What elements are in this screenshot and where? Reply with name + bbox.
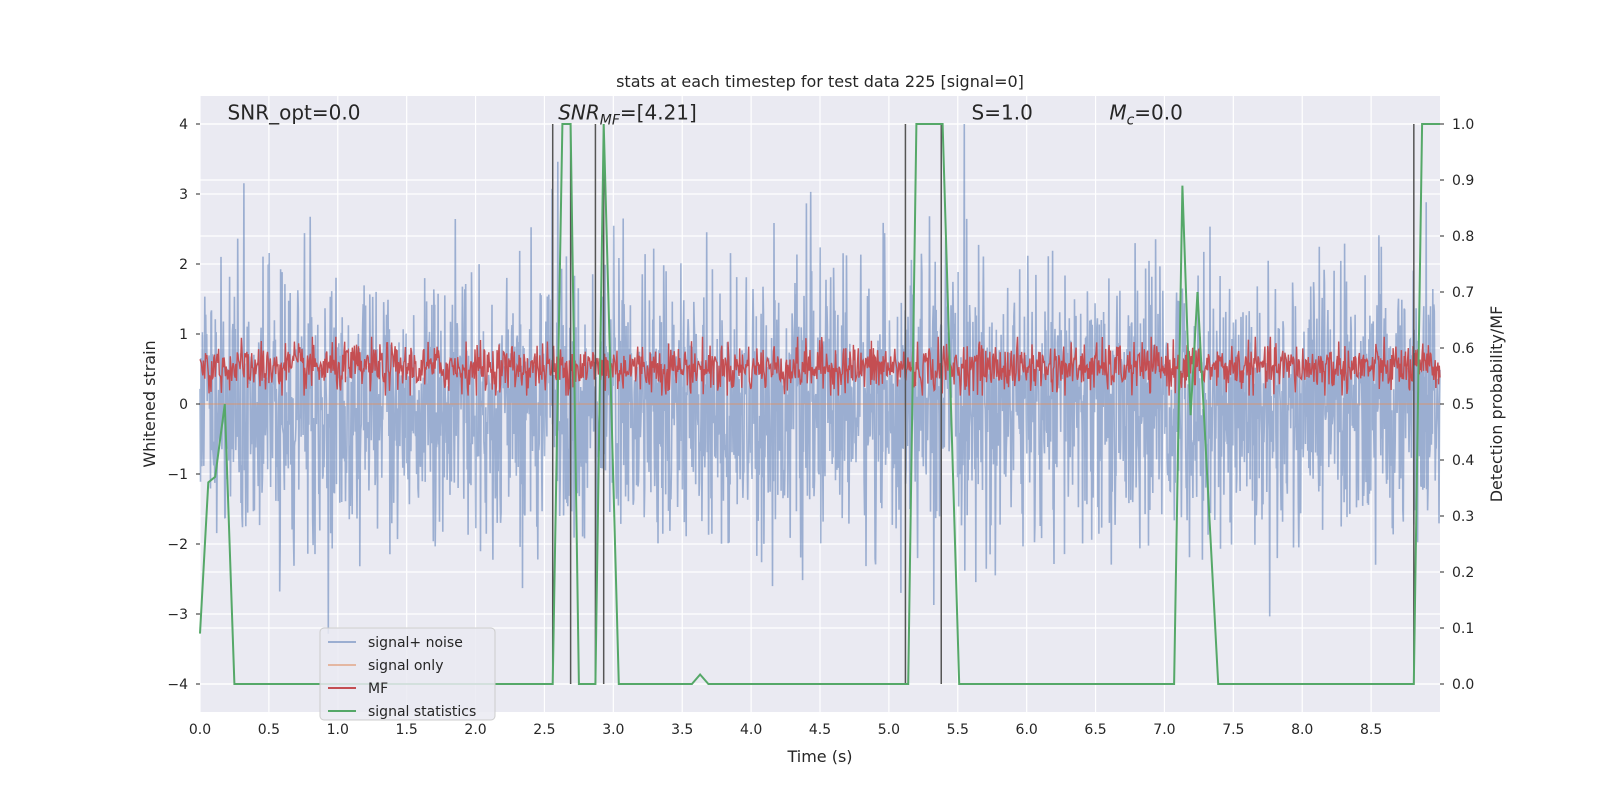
x-tick-label: 6.5 — [1084, 722, 1106, 738]
annotation-text: SNRMF=[4.21] — [558, 101, 697, 129]
x-tick-label: 8.0 — [1291, 722, 1313, 738]
chart-title: stats at each timestep for test data 225… — [616, 72, 1024, 91]
legend-label: signal statistics — [368, 704, 476, 720]
x-tick-label: 3.0 — [602, 722, 624, 738]
annotations: SNR_opt=0.0 SNRMF=[4.21] S=1.0 Mc=0.0 — [228, 101, 1183, 129]
legend-label: MF — [368, 681, 388, 697]
legend-box — [319, 627, 496, 721]
x-tick-label: 2.0 — [464, 722, 486, 738]
y-left-tick-label: 3 — [179, 187, 188, 203]
annotation-text: SNR_opt=0.0 — [228, 101, 361, 125]
x-tick-label: 7.0 — [1153, 722, 1175, 738]
y-right-tick-label: 0.9 — [1452, 173, 1474, 189]
y-right-tick-label: 0.6 — [1452, 341, 1474, 357]
y-left-tick-label: 2 — [179, 257, 188, 273]
y-right-tick-label: 0.5 — [1452, 397, 1474, 413]
y-left-tick-label: −2 — [167, 537, 188, 553]
x-tick-label: 3.5 — [671, 722, 693, 738]
mf-series — [199, 336, 1441, 396]
y-left-tick-label: −4 — [167, 677, 188, 693]
x-tick-label: 4.5 — [809, 722, 831, 738]
x-axis-label: Time (s) — [786, 747, 852, 766]
x-tick-label: 4.0 — [740, 722, 762, 738]
y-right-tick-label: 0.0 — [1452, 677, 1474, 693]
y-left-tick-label: 1 — [179, 327, 188, 343]
annotation-base: M — [1109, 101, 1126, 125]
x-tick-label: 2.5 — [533, 722, 555, 738]
y-left-tick-label: −1 — [167, 467, 188, 483]
y-axis-label-left: Whitened strain — [140, 340, 159, 467]
annotation-text: Mc=0.0 — [1109, 101, 1183, 129]
signal-noise-series — [199, 123, 1441, 634]
x-tick-label: 0.0 — [189, 722, 211, 738]
x-tick-label: 6.0 — [1016, 722, 1038, 738]
y-left-tick-label: 0 — [179, 397, 188, 413]
vertical-lines — [551, 124, 1415, 684]
legend-label: signal+ noise — [368, 635, 463, 651]
annotation-value: =[4.21] — [620, 101, 697, 125]
annotation-value: =0.0 — [1134, 101, 1183, 125]
signal-noise-line — [199, 123, 1441, 634]
legend-label: signal only — [368, 658, 443, 674]
x-tick-label: 5.5 — [947, 722, 969, 738]
y-right-tick-label: 0.2 — [1452, 565, 1474, 581]
x-tick-label: 1.0 — [327, 722, 349, 738]
y-left-tick-label: −3 — [167, 607, 188, 623]
legend: signal+ noise signal only MF signal statist… — [319, 627, 496, 721]
x-tick-label: 8.5 — [1360, 722, 1382, 738]
y-right-tick-label: 0.3 — [1452, 509, 1474, 525]
annotation-subscript: MF — [600, 113, 621, 129]
annotation-base: SNR — [558, 101, 600, 125]
y-axis-label-right: Detection probability/MF — [1487, 306, 1506, 503]
x-tick-label: 5.0 — [878, 722, 900, 738]
x-tick-label: 0.5 — [258, 722, 280, 738]
x-tick-label: 1.5 — [396, 722, 418, 738]
y-right-tick-label: 1.0 — [1452, 117, 1474, 133]
annotation-text: S=1.0 — [972, 101, 1033, 125]
x-tick-label: 7.5 — [1222, 722, 1244, 738]
mf-line — [199, 336, 1441, 396]
y-right-tick-label: 0.8 — [1452, 229, 1474, 245]
y-right-tick-label: 0.7 — [1452, 285, 1474, 301]
y-right-tick-label: 0.1 — [1452, 621, 1474, 637]
annotation-subscript: c — [1127, 113, 1135, 129]
tick-labels: 0.0 0.5 1.0 1.5 2.0 2.5 3.0 3.5 4.0 4.5 5.0 5.5 6.0 6… — [167, 117, 1474, 738]
y-left-tick-label: 4 — [179, 117, 188, 133]
y-right-tick-label: 0.4 — [1452, 453, 1474, 469]
